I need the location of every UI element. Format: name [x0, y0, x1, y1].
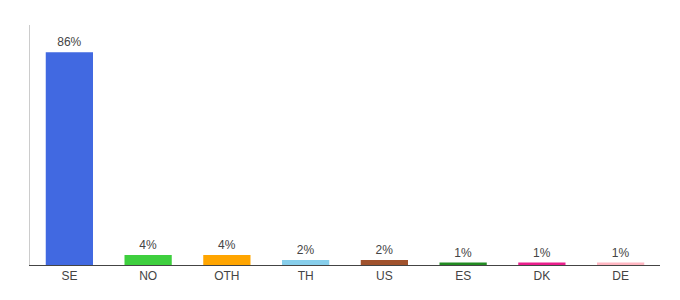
svg-text:86%: 86%	[57, 35, 81, 49]
svg-text:ES: ES	[455, 269, 471, 283]
svg-text:NO: NO	[139, 269, 157, 283]
svg-text:DE: DE	[612, 269, 629, 283]
svg-text:2%: 2%	[376, 243, 394, 257]
svg-text:TH: TH	[298, 269, 314, 283]
svg-text:1%: 1%	[454, 246, 472, 260]
svg-text:SE: SE	[61, 269, 77, 283]
svg-text:1%: 1%	[533, 246, 551, 260]
svg-text:DK: DK	[534, 269, 551, 283]
svg-text:4%: 4%	[218, 238, 236, 252]
svg-text:4%: 4%	[139, 238, 157, 252]
svg-text:US: US	[376, 269, 393, 283]
svg-text:2%: 2%	[297, 243, 315, 257]
svg-text:OTH: OTH	[214, 269, 239, 283]
svg-text:1%: 1%	[612, 246, 630, 260]
